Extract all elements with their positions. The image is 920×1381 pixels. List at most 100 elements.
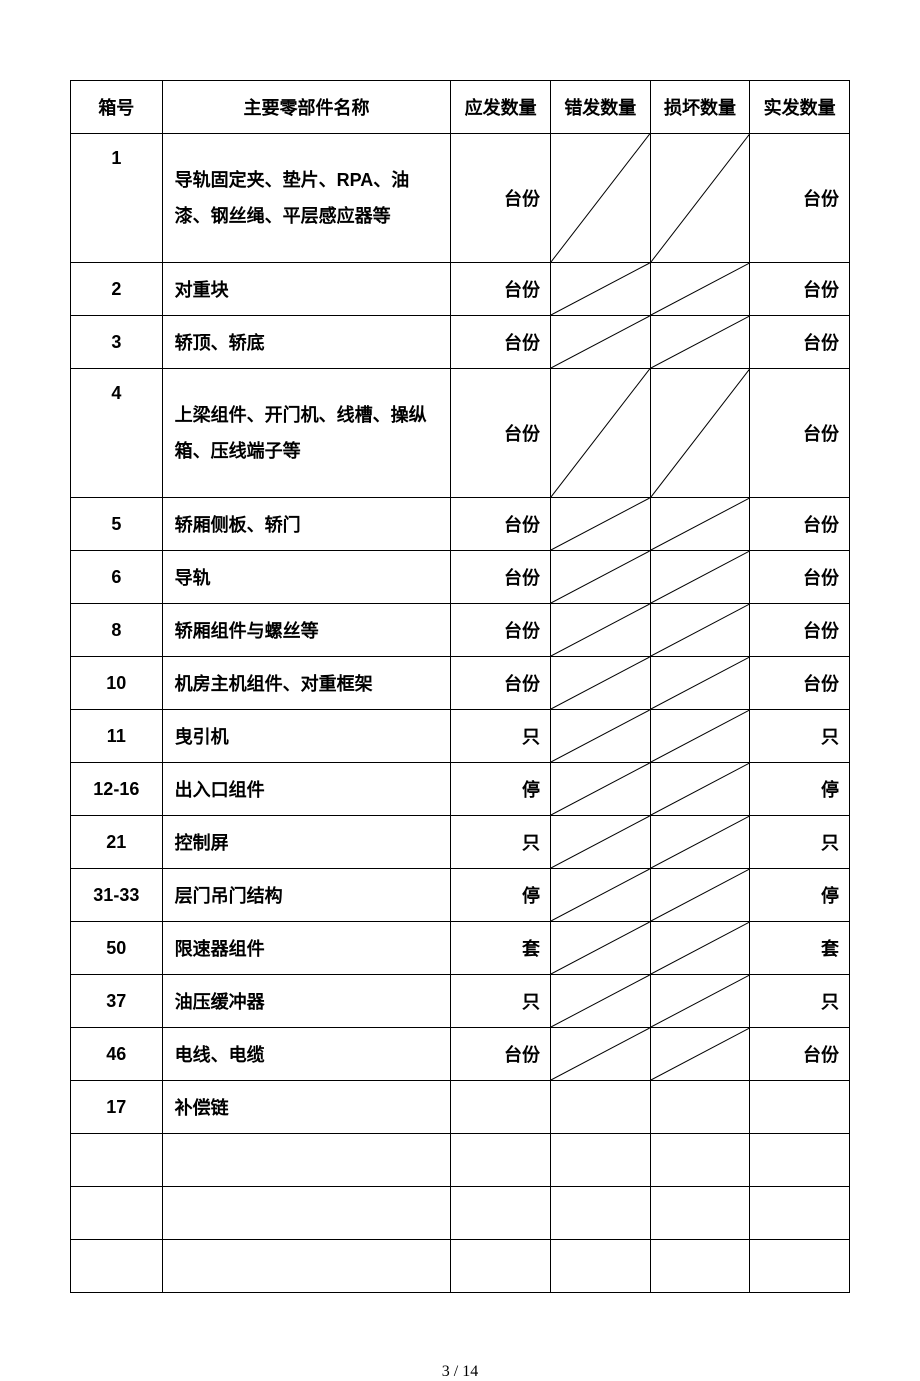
cell-qty-damaged bbox=[650, 816, 750, 869]
cell-qty-wrong bbox=[550, 710, 650, 763]
cell-qty-actual bbox=[750, 1081, 850, 1134]
cell-qty-actual: 台份 bbox=[750, 316, 850, 369]
cell-qty-damaged bbox=[650, 604, 750, 657]
table-row: 37油压缓冲器只只 bbox=[71, 975, 850, 1028]
cell-part-name: 电线、电缆 bbox=[162, 1028, 451, 1081]
th-act: 实发数量 bbox=[750, 81, 850, 134]
cell-qty-damaged bbox=[650, 316, 750, 369]
cell-qty-wrong bbox=[550, 134, 650, 263]
cell-box-no: 12-16 bbox=[71, 763, 163, 816]
cell-part-name: 导轨固定夹、垫片、RPA、油漆、钢丝绳、平层感应器等 bbox=[162, 134, 451, 263]
cell-qty-damaged bbox=[650, 869, 750, 922]
cell-qty-due bbox=[451, 1134, 551, 1187]
cell-qty-actual: 台份 bbox=[750, 134, 850, 263]
cell-qty-actual: 套 bbox=[750, 922, 850, 975]
cell-qty-due: 停 bbox=[451, 869, 551, 922]
cell-qty-due: 台份 bbox=[451, 498, 551, 551]
cell-box-no: 10 bbox=[71, 657, 163, 710]
cell-box-no: 17 bbox=[71, 1081, 163, 1134]
parts-table: 箱号 主要零部件名称 应发数量 错发数量 损坏数量 实发数量 1导轨固定夹、垫片… bbox=[70, 80, 850, 1293]
cell-qty-due: 台份 bbox=[451, 1028, 551, 1081]
cell-part-name bbox=[162, 1240, 451, 1293]
cell-qty-due: 台份 bbox=[451, 369, 551, 498]
cell-qty-actual: 停 bbox=[750, 763, 850, 816]
cell-box-no: 6 bbox=[71, 551, 163, 604]
cell-box-no bbox=[71, 1240, 163, 1293]
table-row: 50限速器组件套套 bbox=[71, 922, 850, 975]
cell-qty-actual: 台份 bbox=[750, 369, 850, 498]
cell-box-no: 1 bbox=[71, 134, 163, 263]
cell-qty-actual: 台份 bbox=[750, 263, 850, 316]
cell-qty-damaged bbox=[650, 922, 750, 975]
cell-qty-actual: 台份 bbox=[750, 1028, 850, 1081]
cell-box-no bbox=[71, 1134, 163, 1187]
cell-qty-damaged bbox=[650, 710, 750, 763]
cell-qty-damaged bbox=[650, 975, 750, 1028]
table-row: 21控制屏只只 bbox=[71, 816, 850, 869]
cell-part-name: 对重块 bbox=[162, 263, 451, 316]
cell-qty-due bbox=[451, 1081, 551, 1134]
cell-qty-wrong bbox=[550, 1187, 650, 1240]
cell-qty-actual bbox=[750, 1134, 850, 1187]
th-box: 箱号 bbox=[71, 81, 163, 134]
cell-qty-due: 台份 bbox=[451, 551, 551, 604]
cell-qty-damaged bbox=[650, 1028, 750, 1081]
cell-qty-actual: 台份 bbox=[750, 498, 850, 551]
cell-qty-actual: 台份 bbox=[750, 657, 850, 710]
cell-part-name: 导轨 bbox=[162, 551, 451, 604]
cell-qty-wrong bbox=[550, 1081, 650, 1134]
cell-box-no: 21 bbox=[71, 816, 163, 869]
cell-box-no: 3 bbox=[71, 316, 163, 369]
cell-qty-damaged bbox=[650, 1134, 750, 1187]
cell-part-name: 限速器组件 bbox=[162, 922, 451, 975]
cell-qty-actual: 只 bbox=[750, 710, 850, 763]
cell-qty-actual: 台份 bbox=[750, 551, 850, 604]
cell-qty-damaged bbox=[650, 1187, 750, 1240]
cell-part-name: 控制屏 bbox=[162, 816, 451, 869]
cell-qty-damaged bbox=[650, 1081, 750, 1134]
cell-part-name: 油压缓冲器 bbox=[162, 975, 451, 1028]
cell-part-name bbox=[162, 1187, 451, 1240]
cell-box-no: 46 bbox=[71, 1028, 163, 1081]
table-row: 11曳引机只只 bbox=[71, 710, 850, 763]
cell-box-no: 37 bbox=[71, 975, 163, 1028]
table-row: 46电线、电缆台份台份 bbox=[71, 1028, 850, 1081]
th-qty: 应发数量 bbox=[451, 81, 551, 134]
cell-qty-wrong bbox=[550, 975, 650, 1028]
cell-box-no: 31-33 bbox=[71, 869, 163, 922]
cell-qty-actual: 只 bbox=[750, 975, 850, 1028]
cell-box-no: 5 bbox=[71, 498, 163, 551]
cell-qty-damaged bbox=[650, 498, 750, 551]
cell-part-name: 曳引机 bbox=[162, 710, 451, 763]
cell-part-name: 补偿链 bbox=[162, 1081, 451, 1134]
cell-qty-wrong bbox=[550, 1240, 650, 1293]
cell-part-name: 轿顶、轿底 bbox=[162, 316, 451, 369]
table-row: 2对重块台份台份 bbox=[71, 263, 850, 316]
page-footer: 3 / 14 bbox=[70, 1363, 850, 1381]
cell-qty-due bbox=[451, 1187, 551, 1240]
cell-part-name: 机房主机组件、对重框架 bbox=[162, 657, 451, 710]
cell-qty-damaged bbox=[650, 657, 750, 710]
cell-qty-wrong bbox=[550, 604, 650, 657]
table-row bbox=[71, 1187, 850, 1240]
cell-qty-wrong bbox=[550, 551, 650, 604]
cell-box-no bbox=[71, 1187, 163, 1240]
cell-qty-due bbox=[451, 1240, 551, 1293]
cell-part-name: 轿厢侧板、轿门 bbox=[162, 498, 451, 551]
cell-part-name bbox=[162, 1134, 451, 1187]
cell-qty-due: 台份 bbox=[451, 657, 551, 710]
cell-box-no: 2 bbox=[71, 263, 163, 316]
cell-qty-actual: 台份 bbox=[750, 604, 850, 657]
table-body: 1导轨固定夹、垫片、RPA、油漆、钢丝绳、平层感应器等台份台份2对重块台份台份3… bbox=[71, 134, 850, 1293]
cell-part-name: 出入口组件 bbox=[162, 763, 451, 816]
table-row: 12-16出入口组件停停 bbox=[71, 763, 850, 816]
table-row: 17补偿链 bbox=[71, 1081, 850, 1134]
th-name: 主要零部件名称 bbox=[162, 81, 451, 134]
cell-box-no: 50 bbox=[71, 922, 163, 975]
cell-part-name: 上梁组件、开门机、线槽、操纵箱、压线端子等 bbox=[162, 369, 451, 498]
cell-qty-actual bbox=[750, 1187, 850, 1240]
cell-qty-due: 台份 bbox=[451, 263, 551, 316]
cell-qty-due: 台份 bbox=[451, 604, 551, 657]
cell-qty-wrong bbox=[550, 922, 650, 975]
cell-qty-due: 只 bbox=[451, 975, 551, 1028]
